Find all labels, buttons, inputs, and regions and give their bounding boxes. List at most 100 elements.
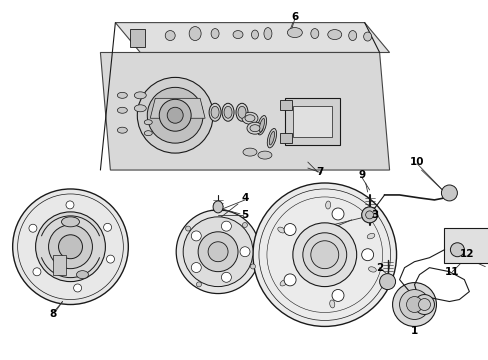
Text: 4: 4	[241, 193, 248, 203]
Circle shape	[441, 185, 456, 201]
Ellipse shape	[117, 92, 127, 98]
Circle shape	[36, 212, 105, 282]
Ellipse shape	[368, 267, 375, 272]
Circle shape	[66, 201, 74, 209]
Circle shape	[137, 77, 213, 153]
Circle shape	[185, 226, 190, 231]
Circle shape	[392, 283, 436, 327]
Circle shape	[74, 284, 81, 292]
Polygon shape	[279, 133, 291, 143]
Circle shape	[196, 282, 201, 287]
Circle shape	[167, 107, 183, 123]
Ellipse shape	[213, 201, 223, 213]
Circle shape	[103, 223, 111, 231]
Circle shape	[449, 243, 464, 257]
Circle shape	[310, 241, 338, 269]
Ellipse shape	[144, 120, 152, 125]
Ellipse shape	[277, 227, 285, 233]
Circle shape	[191, 262, 201, 273]
Ellipse shape	[287, 28, 302, 37]
Text: 7: 7	[315, 167, 323, 177]
Polygon shape	[100, 53, 389, 170]
Ellipse shape	[165, 31, 175, 41]
Circle shape	[414, 294, 433, 315]
Ellipse shape	[269, 131, 274, 145]
Circle shape	[13, 189, 128, 305]
Circle shape	[221, 272, 231, 282]
Ellipse shape	[117, 107, 127, 113]
Polygon shape	[52, 255, 65, 275]
Ellipse shape	[366, 233, 374, 239]
Circle shape	[106, 255, 114, 263]
Circle shape	[331, 208, 343, 220]
Ellipse shape	[76, 271, 88, 279]
Ellipse shape	[363, 32, 371, 41]
Text: 6: 6	[291, 12, 298, 22]
Ellipse shape	[329, 300, 334, 308]
Circle shape	[33, 268, 41, 276]
Circle shape	[208, 242, 227, 262]
Circle shape	[292, 223, 356, 287]
Ellipse shape	[224, 106, 232, 118]
Ellipse shape	[327, 30, 341, 40]
Ellipse shape	[242, 112, 258, 124]
Circle shape	[406, 297, 422, 312]
Circle shape	[284, 274, 295, 286]
Ellipse shape	[243, 148, 256, 156]
Bar	[444, 228, 488, 263]
Circle shape	[240, 247, 249, 257]
Text: 2: 2	[375, 263, 383, 273]
Polygon shape	[292, 106, 331, 137]
Circle shape	[365, 211, 373, 219]
Ellipse shape	[264, 28, 271, 40]
Ellipse shape	[189, 27, 201, 41]
Text: 3: 3	[370, 210, 378, 220]
Polygon shape	[285, 98, 339, 145]
Ellipse shape	[236, 103, 247, 121]
Circle shape	[29, 224, 37, 232]
Circle shape	[48, 225, 92, 269]
Ellipse shape	[134, 105, 146, 112]
Ellipse shape	[258, 151, 271, 159]
Ellipse shape	[144, 131, 152, 136]
Text: 1: 1	[410, 327, 417, 336]
Circle shape	[361, 207, 377, 223]
Circle shape	[242, 222, 247, 228]
Polygon shape	[130, 28, 145, 46]
Circle shape	[221, 221, 231, 231]
Polygon shape	[279, 100, 291, 110]
Polygon shape	[150, 98, 204, 118]
Ellipse shape	[238, 106, 245, 118]
Ellipse shape	[209, 103, 221, 121]
Circle shape	[399, 289, 428, 319]
Text: 9: 9	[357, 170, 365, 180]
Circle shape	[284, 224, 295, 235]
Text: 10: 10	[409, 157, 424, 167]
Circle shape	[418, 298, 429, 310]
Polygon shape	[115, 23, 389, 53]
Ellipse shape	[280, 280, 286, 286]
Text: 12: 12	[459, 249, 474, 259]
Ellipse shape	[348, 31, 356, 41]
Ellipse shape	[249, 125, 260, 132]
Circle shape	[159, 99, 191, 131]
Ellipse shape	[134, 92, 146, 99]
Circle shape	[59, 235, 82, 259]
Ellipse shape	[251, 30, 258, 39]
Circle shape	[176, 210, 260, 293]
Ellipse shape	[244, 115, 254, 122]
Circle shape	[250, 264, 255, 269]
Text: 11: 11	[444, 267, 459, 276]
Ellipse shape	[325, 201, 330, 209]
Ellipse shape	[267, 129, 276, 148]
Circle shape	[191, 231, 201, 241]
Text: 5: 5	[241, 210, 248, 220]
Ellipse shape	[211, 106, 219, 118]
Ellipse shape	[211, 28, 219, 39]
Ellipse shape	[61, 217, 80, 227]
Circle shape	[252, 183, 396, 327]
Ellipse shape	[222, 103, 234, 121]
Circle shape	[379, 274, 395, 289]
Circle shape	[147, 87, 203, 143]
Ellipse shape	[246, 122, 263, 134]
